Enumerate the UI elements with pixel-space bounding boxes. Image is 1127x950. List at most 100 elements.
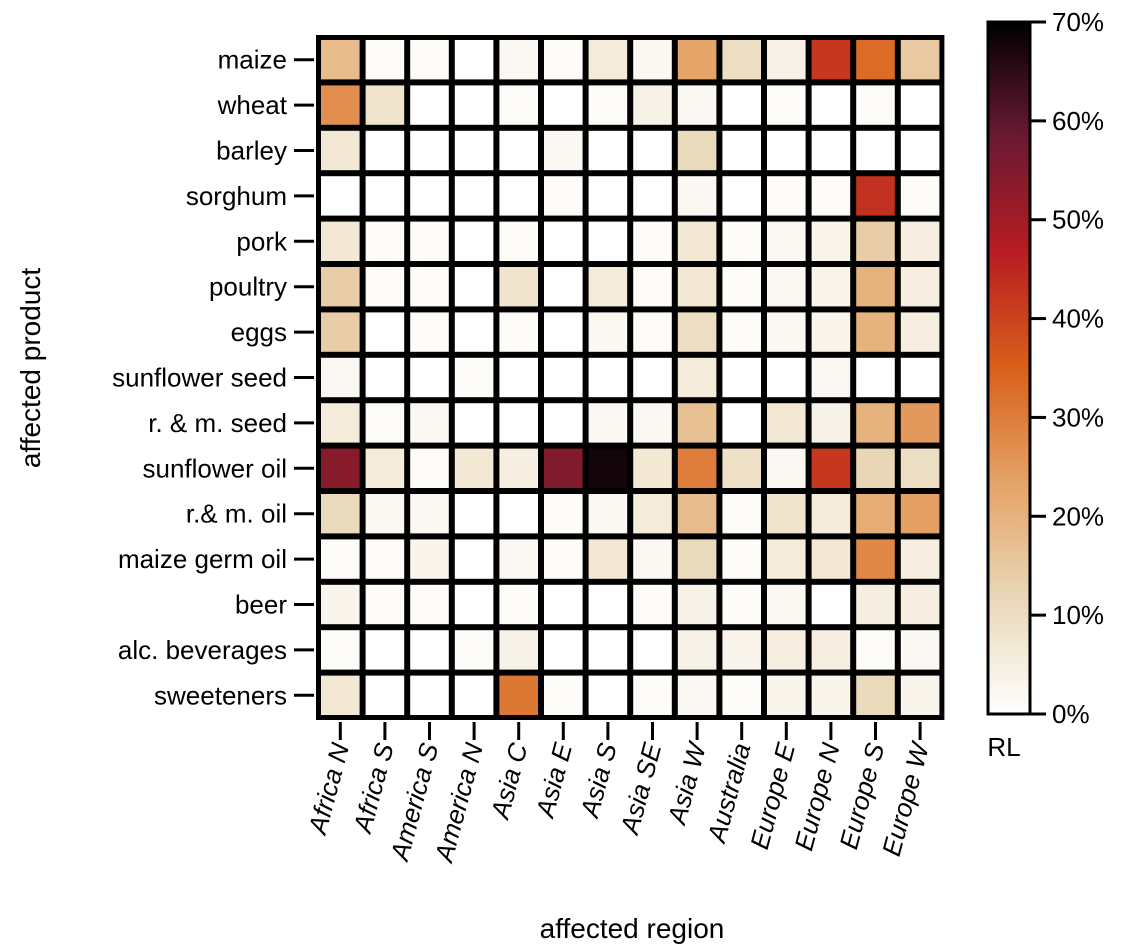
- heatmap-cell: [722, 221, 761, 261]
- heatmap-cell: [454, 403, 494, 443]
- heatmap-cell: [677, 130, 717, 171]
- heatmap-cell: [544, 675, 583, 715]
- heatmap-cell: [321, 675, 360, 715]
- x-tick-label: Asia E: [529, 739, 578, 822]
- heatmap-cell: [633, 675, 672, 715]
- heatmap-cell: [321, 357, 360, 398]
- heatmap-cell: [588, 176, 628, 216]
- heatmap-cell: [321, 403, 360, 443]
- heatmap-cell: [633, 630, 672, 670]
- colorbar-gradient: [986, 20, 1032, 716]
- y-tick-label: r.& m. oil: [186, 499, 287, 529]
- heatmap-cell: [365, 40, 405, 80]
- heatmap-cell: [856, 312, 895, 352]
- heatmap-cell: [722, 176, 761, 216]
- heatmap-cell: [856, 539, 895, 579]
- heatmap-cell: [365, 357, 405, 398]
- heatmap-cell: [588, 539, 628, 579]
- heatmap-cell: [856, 584, 895, 625]
- heatmap-cell: [365, 403, 405, 443]
- colorbar: 0% 10% 20% 30% 40% 50% 60% 70% RL: [986, 7, 1104, 762]
- heatmap-cell: [410, 357, 449, 398]
- heatmap-cell: [677, 357, 717, 398]
- heatmap-cell: [454, 40, 494, 80]
- heatmap-cell: [544, 267, 583, 307]
- heatmap-cell: [588, 448, 628, 488]
- heatmap-cell: [633, 539, 672, 579]
- heatmap-cell: [767, 176, 806, 216]
- heatmap-cell: [321, 630, 360, 670]
- heatmap-cell: [633, 85, 672, 125]
- heatmap-cell: [722, 130, 761, 171]
- heatmap-cell: [811, 221, 851, 261]
- heatmap-cell: [410, 584, 449, 625]
- heatmap-cell: [900, 221, 940, 261]
- heatmap-cells: [316, 35, 945, 720]
- heatmap-cell: [365, 584, 405, 625]
- heatmap-cell: [633, 448, 672, 488]
- heatmap-cell: [767, 539, 806, 579]
- heatmap-cell: [767, 267, 806, 307]
- heatmap-cell: [454, 448, 494, 488]
- heatmap-cell: [410, 221, 449, 261]
- heatmap-cell: [856, 357, 895, 398]
- heatmap-cell: [588, 221, 628, 261]
- heatmap-cell: [677, 85, 717, 125]
- heatmap-cell: [767, 494, 806, 534]
- heatmap-cell: [365, 312, 405, 352]
- heatmap-cell: [499, 267, 538, 307]
- heatmap-cell: [588, 675, 628, 715]
- y-tick-label: sunflower seed: [112, 363, 287, 393]
- heatmap-cell: [499, 539, 538, 579]
- heatmap-cell: [588, 357, 628, 398]
- heatmap-cell: [544, 176, 583, 216]
- heatmap-cell: [454, 539, 494, 579]
- heatmap-cell: [544, 40, 583, 80]
- heatmap-cell: [856, 40, 895, 80]
- heatmap-cell: [365, 494, 405, 534]
- y-tick-label: pork: [236, 226, 288, 256]
- heatmap-cell: [321, 494, 360, 534]
- heatmap-cell: [856, 403, 895, 443]
- heatmap-cell: [633, 130, 672, 171]
- heatmap-cell: [588, 130, 628, 171]
- heatmap-cell: [722, 675, 761, 715]
- heatmap-cell: [856, 630, 895, 670]
- y-tick-label: alc. beverages: [118, 635, 287, 665]
- heatmap-cell: [365, 221, 405, 261]
- colorbar-tick-label: 50%: [1052, 205, 1104, 235]
- heatmap-cell: [410, 675, 449, 715]
- colorbar-tick-label: 20%: [1052, 501, 1104, 531]
- heatmap-cell: [811, 448, 851, 488]
- heatmap-cell: [321, 40, 360, 80]
- heatmap-cell: [410, 403, 449, 443]
- heatmap-cell: [900, 85, 940, 125]
- heatmap-cell: [722, 403, 761, 443]
- heatmap-cell: [321, 539, 360, 579]
- heatmap-cell: [856, 176, 895, 216]
- heatmap-cell: [811, 630, 851, 670]
- heatmap-cell: [588, 494, 628, 534]
- heatmap-cell: [544, 85, 583, 125]
- heatmap-cell: [722, 630, 761, 670]
- heatmap-cell: [811, 85, 851, 125]
- heatmap-cell: [454, 85, 494, 125]
- heatmap-cell: [410, 85, 449, 125]
- heatmap-cell: [633, 267, 672, 307]
- heatmap-cell: [365, 176, 405, 216]
- heatmap-cell: [811, 176, 851, 216]
- heatmap-cell: [900, 584, 940, 625]
- heatmap-cell: [499, 448, 538, 488]
- heatmap-cell: [499, 312, 538, 352]
- y-tick-label: wheat: [217, 90, 288, 120]
- heatmap-cell: [677, 40, 717, 80]
- heatmap-cell: [722, 357, 761, 398]
- x-tick-label: Asia S: [574, 739, 623, 822]
- heatmap-cell: [544, 312, 583, 352]
- colorbar-tick-label: 70%: [1052, 7, 1104, 37]
- heatmap-cell: [321, 312, 360, 352]
- colorbar-tick-label: 10%: [1052, 600, 1104, 630]
- colorbar-label: RL: [987, 732, 1020, 762]
- heatmap-cell: [410, 267, 449, 307]
